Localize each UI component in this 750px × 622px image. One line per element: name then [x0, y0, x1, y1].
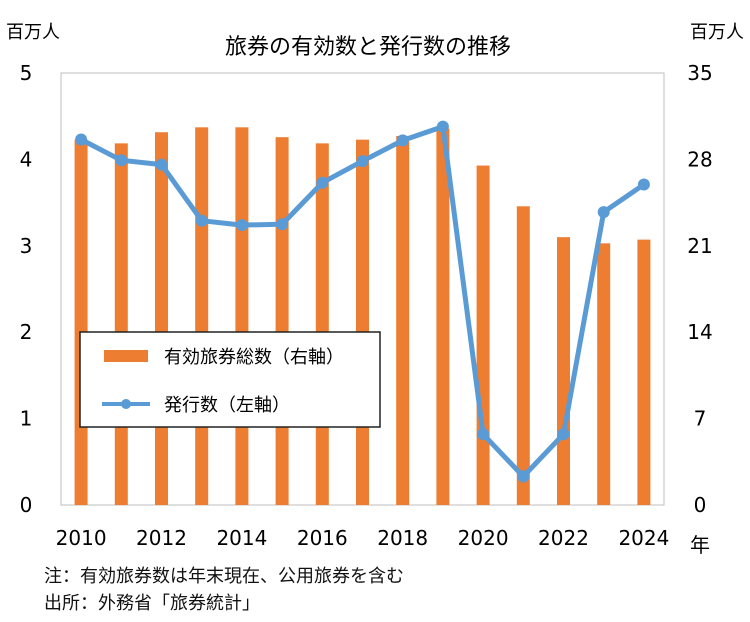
bar — [275, 137, 289, 505]
footnotes: 注：有効旅券数は年末現在、公用旅券を含む 出所：外務省「旅券統計」 — [44, 563, 404, 617]
left-axis-unit: 百万人 — [6, 22, 60, 43]
x-axis-tick-label: 2016 — [297, 526, 348, 550]
right-axis-tick-label: 14 — [687, 320, 712, 344]
bar — [557, 237, 570, 505]
x-axis-unit: 年 — [690, 533, 710, 557]
bar — [74, 139, 88, 505]
right-axis-tick-label: 21 — [687, 234, 712, 258]
x-axis-tick-label: 2018 — [377, 526, 428, 550]
bar — [597, 243, 611, 505]
line-point — [75, 133, 88, 146]
x-axis-tick-label: 2010 — [56, 526, 107, 550]
x-axis-tick-label: 2014 — [216, 526, 267, 550]
legend-box — [79, 331, 381, 428]
bar — [637, 239, 651, 505]
bar — [356, 139, 369, 505]
bar — [155, 132, 168, 505]
right-axis-tick-label: 7 — [694, 407, 707, 431]
line-point — [557, 428, 570, 441]
legend-bar-swatch — [104, 350, 148, 362]
right-axis-tick-label: 28 — [687, 147, 712, 171]
left-axis-tick-label: 0 — [20, 493, 33, 517]
note-line: 注：有効旅券数は年末現在、公用旅券を含む — [44, 566, 404, 587]
source-line: 出所：外務省「旅券統計」 — [44, 593, 260, 614]
line-point — [517, 470, 530, 483]
line-point — [477, 428, 490, 441]
left-axis-tick-label: 4 — [20, 147, 33, 171]
bar — [315, 143, 329, 505]
left-axis-tick-label: 2 — [20, 320, 33, 344]
x-axis-tick-label: 2024 — [618, 526, 669, 550]
legend-line-marker — [121, 399, 131, 409]
bar — [114, 143, 128, 505]
left-axis-tick-label: 3 — [20, 234, 33, 258]
line-point — [195, 214, 208, 227]
line-point — [396, 134, 409, 147]
left-axis-tick-label: 1 — [20, 407, 33, 431]
line-point — [356, 155, 369, 168]
line-point — [235, 219, 248, 232]
x-axis-tick-label: 2020 — [458, 526, 509, 550]
line-point — [276, 218, 289, 231]
line-point — [316, 176, 329, 189]
legend: 有効旅券総数（右軸） 発行数（左軸） — [79, 331, 381, 428]
legend-bar-label: 有効旅券総数（右軸） — [164, 347, 344, 368]
bar — [476, 165, 490, 506]
x-axis-tick-label: 2022 — [538, 526, 589, 550]
bar — [516, 206, 530, 505]
bar — [235, 127, 249, 506]
bar — [436, 128, 450, 506]
right-axis-tick-label: 0 — [694, 493, 707, 517]
bar — [195, 127, 209, 506]
line-point — [115, 154, 128, 167]
legend-line-label: 発行数（左軸） — [164, 395, 290, 416]
right-axis-tick-label: 35 — [687, 61, 712, 85]
line-point — [436, 120, 449, 133]
right-axis-unit: 百万人 — [690, 22, 744, 43]
line-point — [637, 178, 650, 191]
x-axis-tick-label: 2012 — [136, 526, 187, 550]
chart-title: 旅券の有効数と発行数の推移 — [225, 35, 511, 60]
line-point — [597, 206, 610, 219]
left-axis-tick-label: 5 — [20, 61, 33, 85]
bar — [396, 135, 410, 505]
line-point — [155, 158, 168, 171]
